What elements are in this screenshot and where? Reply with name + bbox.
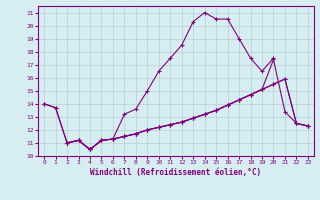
X-axis label: Windchill (Refroidissement éolien,°C): Windchill (Refroidissement éolien,°C) xyxy=(91,168,261,177)
